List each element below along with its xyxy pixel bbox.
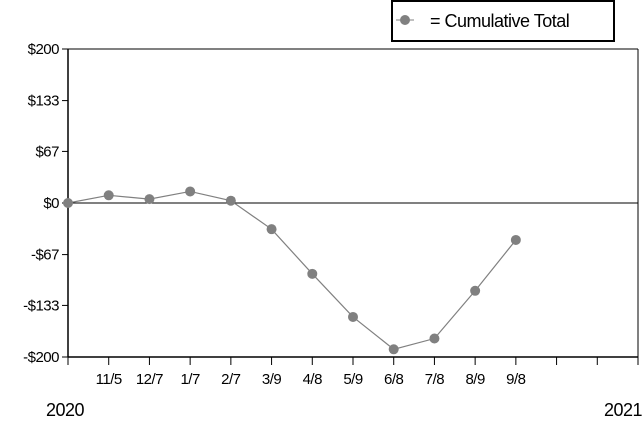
x-tick-label-8: 6/8 (384, 371, 404, 388)
data-point-7 (348, 311, 358, 322)
data-point-8 (388, 344, 399, 355)
x-tick-label-10: 8/9 (465, 371, 485, 388)
legend-box (391, 0, 615, 42)
x-tick-label-6: 4/8 (303, 371, 323, 388)
data-point-6 (307, 268, 318, 279)
x-tick-label-2: 12/7 (136, 371, 163, 388)
y-tick-label-2: $67 (35, 143, 59, 160)
x-tick-label-9: 7/8 (425, 371, 445, 388)
y-tick-label-1: $133 (28, 93, 60, 110)
data-point-9 (429, 333, 440, 344)
plot-area: $200 $133 $67 $0 -$67 -$133 -$200 11/5 12/7 1/7 2/… (23, 41, 642, 420)
legend-label: = Cumulative Total (430, 11, 569, 31)
data-point-3 (185, 186, 196, 197)
x-tick-label-3: 1/7 (180, 371, 200, 388)
x-tick-label-1: 11/5 (96, 371, 122, 388)
legend-marker (400, 15, 410, 25)
data-point-4 (225, 195, 236, 206)
data-point-10 (470, 285, 481, 296)
y-tick-label-4: -$67 (31, 247, 59, 264)
x-tick-label-11: 9/8 (506, 371, 526, 388)
y-tick-label-5: -$133 (23, 297, 59, 314)
x-tick-label-7: 5/9 (343, 371, 363, 388)
x-tick-label-5: 3/9 (262, 371, 282, 388)
year-label-start: 2020 (46, 400, 85, 420)
data-point-0 (63, 198, 73, 208)
data-point-1 (103, 190, 114, 201)
legend: = Cumulative Total (391, 0, 615, 42)
data-point-5 (266, 224, 277, 235)
series-line-0 (67, 190, 517, 350)
y-tick-label-3: $0 (43, 195, 59, 212)
y-tick-label-0: $200 (28, 41, 60, 58)
year-label-end: 2021 (604, 400, 642, 420)
x-tick-label-4: 2/7 (221, 371, 241, 388)
y-tick-label-6: -$200 (23, 349, 59, 366)
data-point-11 (510, 234, 521, 245)
data-point-2 (144, 194, 155, 205)
